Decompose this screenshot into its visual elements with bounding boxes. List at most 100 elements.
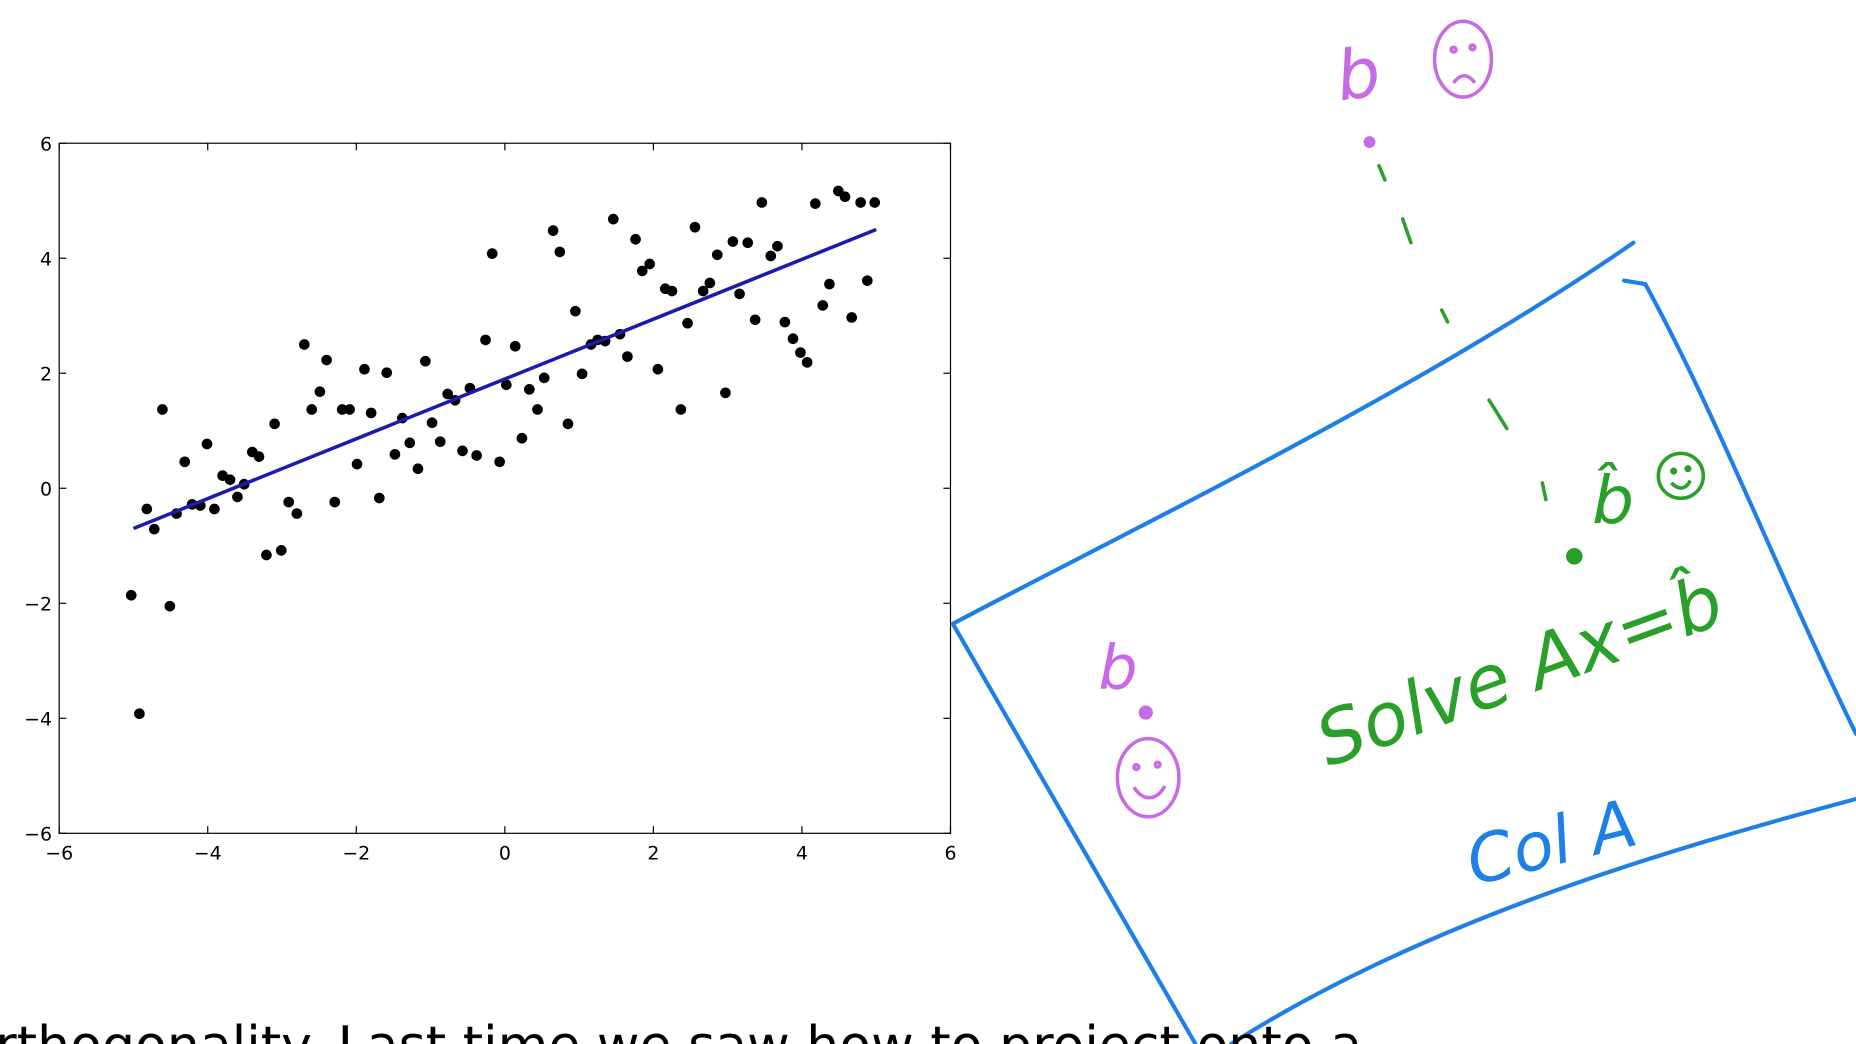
point — [862, 275, 873, 286]
point — [202, 439, 213, 450]
point — [435, 436, 446, 447]
b-label: b — [1331, 32, 1385, 117]
dash — [1542, 483, 1546, 500]
projection-line — [1379, 166, 1546, 500]
point — [254, 451, 265, 462]
point — [134, 708, 145, 719]
point — [232, 492, 243, 503]
x-tick-label: −2 — [342, 842, 370, 864]
point — [846, 312, 857, 323]
point — [855, 197, 866, 208]
point — [622, 351, 633, 362]
point — [329, 497, 340, 508]
point — [644, 259, 655, 270]
point — [817, 300, 828, 311]
plane-edge — [953, 624, 1196, 1044]
page: html,body{margin:0;padding:0;background:… — [0, 0, 1856, 1044]
point — [359, 364, 370, 375]
body-text: rthogonality. Last time we saw how to pr… — [0, 1016, 1362, 1044]
dash — [1403, 219, 1411, 243]
screen: −6−4−20246−6−4−20246 b b b̂ Solve Ax=b̂ … — [0, 0, 1856, 1044]
b-hat-point — [1566, 548, 1583, 565]
point — [390, 449, 401, 460]
point — [667, 286, 678, 297]
point — [344, 404, 355, 415]
point — [742, 237, 753, 248]
point — [292, 508, 303, 519]
point — [276, 545, 287, 556]
b-label: b — [1098, 632, 1137, 704]
point — [480, 335, 491, 346]
point — [539, 373, 550, 384]
solve-label: Solve Ax=b̂ — [1305, 557, 1734, 784]
point — [653, 364, 664, 375]
point — [728, 236, 739, 247]
dash — [1442, 310, 1448, 322]
dash — [1489, 400, 1507, 428]
y-tick-label: −4 — [24, 708, 52, 730]
point — [352, 459, 363, 470]
point — [366, 408, 377, 419]
point — [810, 198, 821, 209]
sad-face — [1435, 21, 1492, 97]
b-point — [1139, 705, 1153, 719]
plane-edge — [1624, 281, 1856, 734]
point — [734, 289, 745, 300]
y-tick-label: 0 — [40, 478, 52, 500]
x-tick-label: 0 — [499, 842, 511, 864]
y-tick-label: −2 — [24, 593, 52, 615]
point — [570, 306, 581, 317]
point — [209, 504, 220, 515]
point — [517, 433, 528, 444]
point — [283, 497, 294, 508]
point — [824, 279, 835, 290]
point — [404, 438, 415, 449]
point — [788, 333, 799, 344]
point — [563, 419, 574, 430]
point — [712, 249, 723, 260]
point — [427, 417, 438, 428]
point — [869, 197, 880, 208]
point — [780, 317, 791, 328]
point — [225, 474, 236, 485]
point — [532, 404, 543, 415]
point — [795, 347, 806, 358]
x-tick-label: −4 — [194, 842, 222, 864]
point — [321, 355, 332, 366]
happy-face — [1658, 453, 1703, 498]
point — [720, 387, 731, 398]
col-a-label: Col A — [1459, 784, 1644, 901]
x-tick-label: 2 — [647, 842, 659, 864]
point — [471, 450, 482, 461]
x-tick-label: 4 — [796, 842, 808, 864]
point — [487, 248, 498, 259]
dash — [1379, 166, 1385, 180]
point — [554, 247, 565, 258]
point — [608, 214, 619, 225]
x-tick-label: −6 — [45, 842, 73, 864]
point — [261, 550, 272, 561]
point — [682, 318, 693, 329]
point — [840, 191, 851, 202]
point — [510, 341, 521, 352]
point — [126, 590, 137, 601]
y-tick-label: 6 — [40, 133, 52, 155]
plot-frame — [59, 143, 950, 833]
point — [165, 601, 176, 612]
point — [524, 384, 535, 395]
y-tick-label: 2 — [40, 363, 52, 385]
point — [179, 456, 190, 467]
y-tick-label: 4 — [40, 248, 52, 270]
point — [315, 386, 326, 397]
point — [413, 463, 424, 474]
point — [381, 367, 392, 378]
point — [676, 404, 687, 415]
x-tick-label: 6 — [944, 842, 956, 864]
point — [772, 241, 783, 252]
point — [802, 357, 813, 368]
page-body: {"chart_data":{"type":"scatter", "xlim":… — [0, 0, 1856, 1044]
point — [548, 225, 559, 236]
point — [494, 456, 505, 467]
point — [757, 197, 768, 208]
point — [420, 356, 431, 367]
